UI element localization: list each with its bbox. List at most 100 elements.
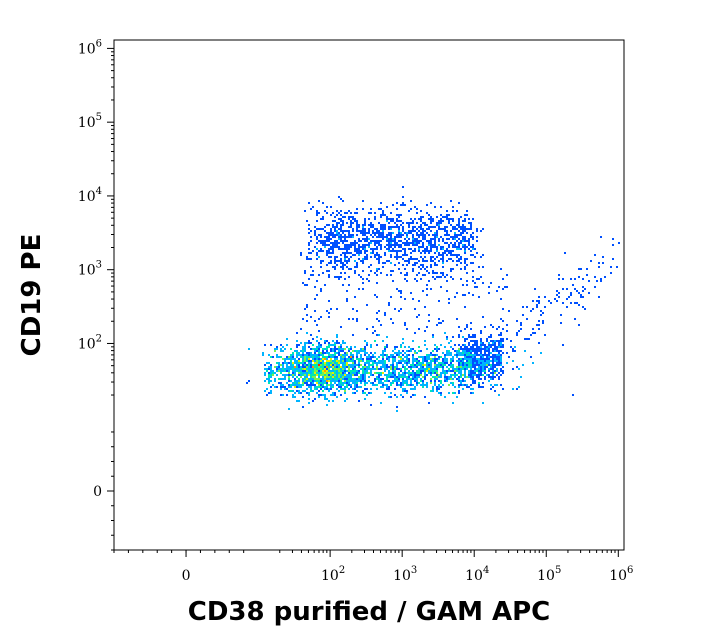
event-dot [438,380,440,382]
event-dot [344,358,346,360]
event-dot [370,264,372,266]
event-dot [286,368,288,370]
event-dot [344,360,346,362]
event-dot [388,302,390,304]
event-dot [468,376,470,378]
event-dot [406,368,408,370]
event-dot [376,364,378,366]
event-dot [346,230,348,232]
event-dot [382,362,384,364]
event-dot [588,280,590,282]
event-dot [324,396,326,398]
event-dot [306,364,308,366]
event-dot [296,400,298,402]
event-dot [422,258,424,260]
event-dot [454,370,456,372]
event-dot [484,344,486,346]
event-dot [364,370,366,372]
event-dot [304,358,306,360]
event-dot [290,384,292,386]
event-dot [456,260,458,262]
event-dot [356,358,358,360]
event-dot [350,372,352,374]
event-dot [476,354,478,356]
event-dot [458,202,460,204]
event-dot [430,264,432,266]
event-dot [414,242,416,244]
event-dot [414,248,416,250]
event-dot [304,344,306,346]
event-dot [360,252,362,254]
event-dot [366,394,368,396]
event-dot [374,218,376,220]
event-dot [346,256,348,258]
event-dot [342,358,344,360]
event-dot [370,356,372,358]
event-dot [390,232,392,234]
event-dot [282,384,284,386]
event-dot [500,340,502,342]
event-dot [362,348,364,350]
event-dot [308,392,310,394]
event-dot [420,268,422,270]
event-dot [538,300,540,302]
event-dot [462,224,464,226]
event-dot [422,232,424,234]
event-dot [398,380,400,382]
event-dot [328,376,330,378]
event-dot [374,244,376,246]
event-dot [306,258,308,260]
event-dot [364,244,366,246]
event-dot [496,374,498,376]
event-dot [364,372,366,374]
event-dot [328,378,330,380]
event-dot [340,376,342,378]
event-dot [276,386,278,388]
event-dot [452,402,454,404]
event-dot [310,252,312,254]
event-dot [330,378,332,380]
event-dot [348,216,350,218]
event-dot [364,234,366,236]
event-dot [450,230,452,232]
event-dot [428,272,430,274]
event-dot [462,350,464,352]
event-dot [538,324,540,326]
event-dot [414,264,416,266]
event-dot [460,368,462,370]
event-dot [332,374,334,376]
event-dot [446,358,448,360]
event-dot [500,368,502,370]
event-dot [388,238,390,240]
event-dot [370,358,372,360]
event-dot [308,278,310,280]
event-dot [364,250,366,252]
event-dot [322,348,324,350]
event-dot [418,382,420,384]
event-dot [450,362,452,364]
event-dot [464,230,466,232]
event-dot [288,356,290,358]
event-dot [464,372,466,374]
event-dot [332,340,334,342]
event-dot [348,234,350,236]
event-dot [398,310,400,312]
event-dot [404,390,406,392]
event-dot [398,374,400,376]
event-dot [404,382,406,384]
y-tick-label: 106 [78,38,102,57]
event-dot [376,334,378,336]
event-dot [396,202,398,204]
event-dot [420,210,422,212]
event-dot [302,362,304,364]
event-dot [426,326,428,328]
event-dot [450,370,452,372]
event-dot [448,246,450,248]
event-dot [364,240,366,242]
event-dot [398,232,400,234]
event-dot [330,206,332,208]
event-dot [402,254,404,256]
event-dot [312,366,314,368]
event-dot [328,316,330,318]
event-dot [502,370,504,372]
